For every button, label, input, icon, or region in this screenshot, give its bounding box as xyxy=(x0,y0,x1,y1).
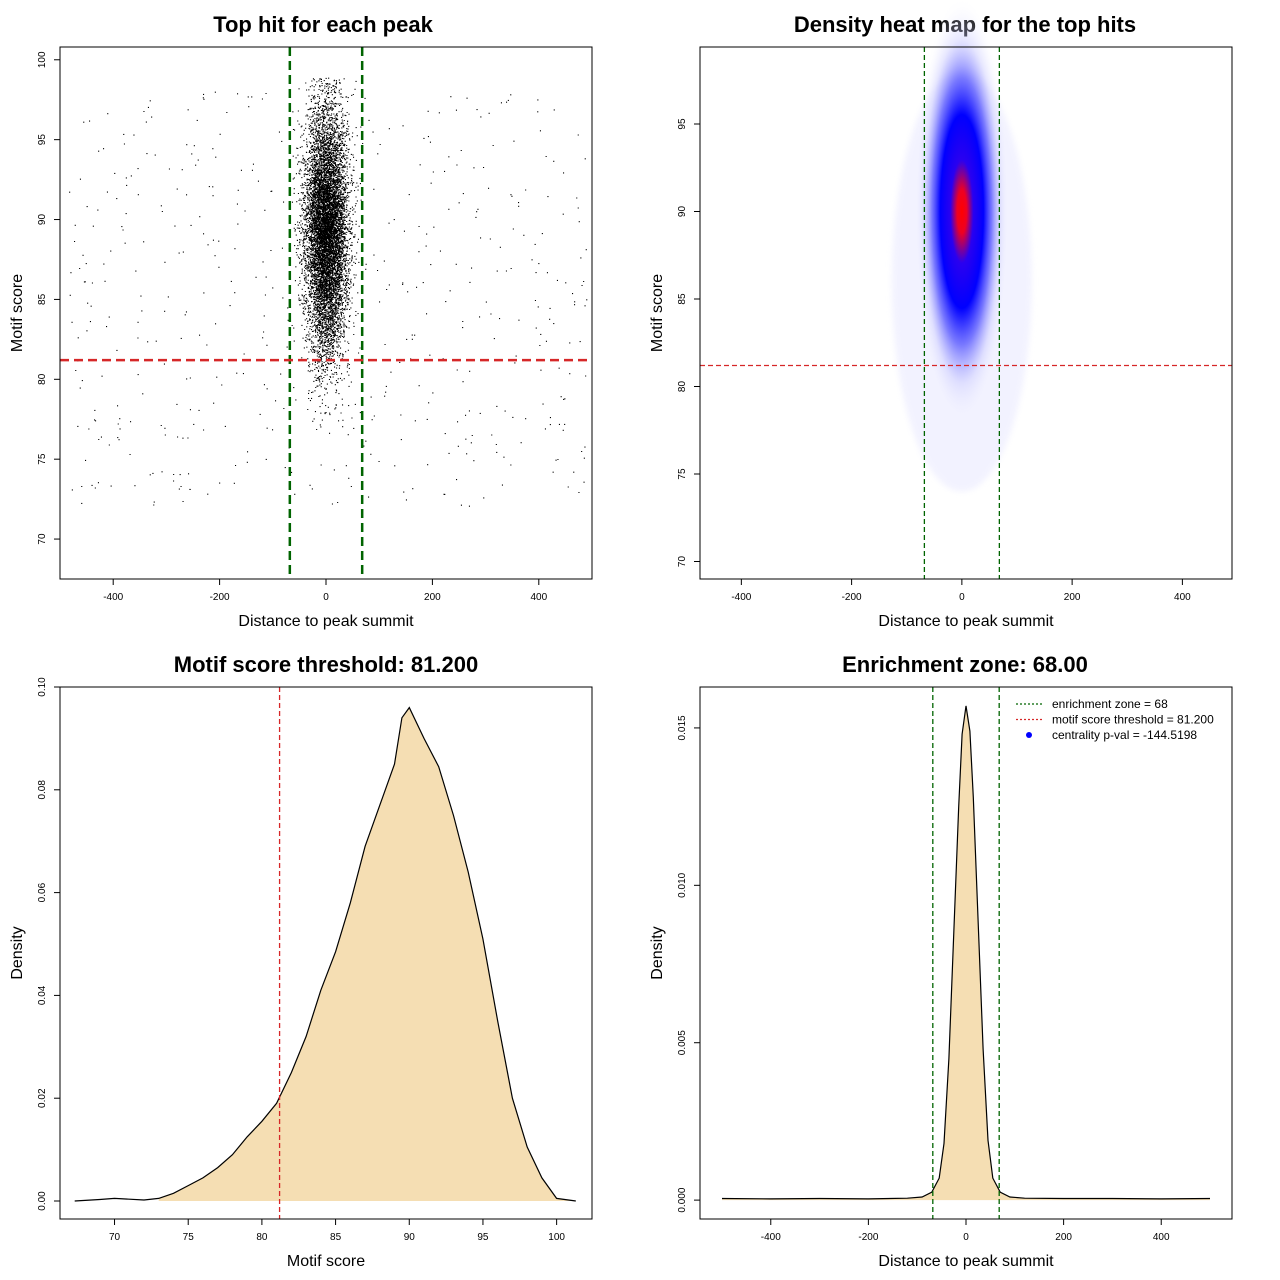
y-tick-label: 80 xyxy=(677,381,688,393)
x-axis-label: Distance to peak summit xyxy=(238,613,414,630)
y-tick-label: 75 xyxy=(37,453,48,465)
x-tick-label: -400 xyxy=(731,592,751,603)
y-tick-label: 0.08 xyxy=(37,780,48,800)
panel-bottom-left: Motif score threshold: 81.200 Motif scor… xyxy=(9,652,593,1270)
panel-top-left: Top hit for each peak Distance to peak s… xyxy=(9,12,593,630)
legend-label: motif score threshold = 81.200 xyxy=(1052,713,1214,727)
legend-swatch-pval xyxy=(1026,732,1032,738)
x-tick-label: 200 xyxy=(1055,1232,1072,1243)
x-tick-label: -400 xyxy=(103,592,123,603)
heatmap-core xyxy=(913,0,1010,427)
x-tick-label: 200 xyxy=(424,592,441,603)
x-tick-label: 90 xyxy=(404,1232,416,1243)
legend: enrichment zone = 68 motif score thresho… xyxy=(1016,697,1214,742)
reference-lines xyxy=(932,687,1000,1219)
x-tick-label: 75 xyxy=(183,1232,195,1243)
legend-label: centrality p-val = -144.5198 xyxy=(1052,728,1197,742)
x-tick-label: -200 xyxy=(842,592,862,603)
x-axis-label: Distance to peak summit xyxy=(878,613,1054,630)
y-tick-label: 75 xyxy=(677,468,688,480)
y-tick-label: 0.010 xyxy=(677,872,688,897)
y-axis-label: Motif score xyxy=(9,274,26,352)
heatmap-density xyxy=(700,0,1232,579)
x-tick-label: 400 xyxy=(1174,592,1191,603)
y-tick-label: 0.015 xyxy=(677,715,688,740)
x-tick-label: 100 xyxy=(548,1232,565,1243)
scatter-point-cloud xyxy=(69,77,588,507)
panel-bottom-right: Enrichment zone: 68.00 Distance to peak … xyxy=(649,652,1233,1270)
y-tick-label: 100 xyxy=(37,51,48,68)
plot-frame xyxy=(699,686,1233,1220)
chart-title: Motif score threshold: 81.200 xyxy=(174,652,478,677)
legend-label: enrichment zone = 68 xyxy=(1052,697,1168,711)
x-axis-label: Motif score xyxy=(287,1253,365,1270)
x-tick-label: -400 xyxy=(761,1232,781,1243)
density-fill xyxy=(722,705,1210,1201)
x-tick-label: 200 xyxy=(1064,592,1081,603)
density-fill xyxy=(158,707,576,1202)
plot-frame xyxy=(59,686,593,1220)
x-tick-label: 400 xyxy=(1153,1232,1170,1243)
x-tick-label: -200 xyxy=(210,592,230,603)
y-tick-label: 0.02 xyxy=(37,1088,48,1108)
chart-title: Enrichment zone: 68.00 xyxy=(842,652,1088,677)
scatter-points xyxy=(69,77,588,507)
y-tick-label: 70 xyxy=(37,533,48,545)
reference-lines xyxy=(60,47,592,579)
y-tick-label: 90 xyxy=(677,206,688,218)
y-tick-label: 0.06 xyxy=(37,882,48,902)
x-tick-label: 85 xyxy=(330,1232,342,1243)
x-tick-label: -200 xyxy=(858,1232,878,1243)
x-tick-label: 80 xyxy=(256,1232,268,1243)
density-area xyxy=(721,705,1211,1201)
axes: -400 -200 0 200 400 0.000 0.005 0.010 0.015 xyxy=(677,715,1170,1243)
y-tick-label: 0.005 xyxy=(677,1030,688,1055)
y-tick-label: 0.04 xyxy=(37,985,48,1005)
x-tick-label: 70 xyxy=(109,1232,121,1243)
y-tick-label: 80 xyxy=(37,373,48,385)
x-tick-label: 0 xyxy=(963,1232,969,1243)
y-tick-label: 0.000 xyxy=(677,1187,688,1212)
y-axis-label: Density xyxy=(649,926,666,979)
axes: -400 -200 0 200 400 70 75 80 85 90 95 100 xyxy=(37,51,548,603)
y-tick-label: 90 xyxy=(37,214,48,226)
x-axis-label: Distance to peak summit xyxy=(878,1253,1054,1270)
x-tick-label: 400 xyxy=(530,592,547,603)
y-tick-label: 85 xyxy=(37,293,48,305)
y-tick-label: 85 xyxy=(677,293,688,305)
plot-frame xyxy=(59,46,593,580)
density-curve xyxy=(721,705,1211,1200)
y-tick-label: 0.10 xyxy=(37,677,48,697)
y-axis-label: Motif score xyxy=(649,274,666,352)
density-area xyxy=(74,706,576,1202)
y-axis-label: Density xyxy=(9,926,26,979)
y-tick-label: 95 xyxy=(37,134,48,146)
y-tick-label: 0.00 xyxy=(37,1191,48,1211)
y-tick-label: 95 xyxy=(677,118,688,130)
panel-top-right: Density heat map for the top hits Distan… xyxy=(649,0,1233,630)
x-tick-label: 0 xyxy=(959,592,965,603)
reference-lines xyxy=(700,47,1232,579)
x-tick-label: 0 xyxy=(323,592,329,603)
density-curve xyxy=(74,706,576,1202)
x-tick-label: 95 xyxy=(477,1232,489,1243)
y-tick-label: 70 xyxy=(677,556,688,568)
chart-title: Top hit for each peak xyxy=(213,12,433,37)
plot-frame xyxy=(699,46,1233,580)
